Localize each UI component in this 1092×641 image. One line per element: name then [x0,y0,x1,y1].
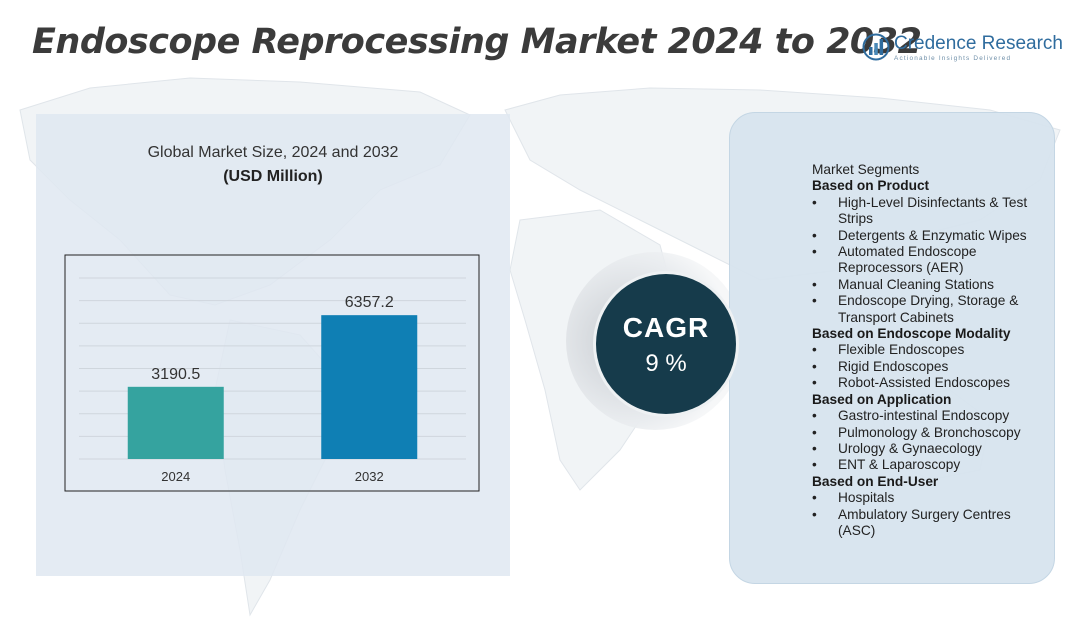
cagr-value: 9 % [645,350,687,377]
segments-list: Market Segments Based on Product • High-Le… [812,162,1048,539]
segment-item: • Automated Endoscope Reprocessors (AER) [812,244,1048,277]
segment-item-label: Ambulatory Surgery Centres (ASC) [838,506,1011,538]
cagr-label: CAGR [622,312,710,343]
segment-item: • Rigid Endoscopes [812,359,1048,375]
segment-item: • ENT & Laparoscopy [812,457,1048,473]
segment-item: • Hospitals [812,490,1048,506]
segment-item-label: Automated Endoscope Reprocessors (AER) [838,244,977,276]
logo-chart-icon [862,33,890,61]
logo-tagline: Actionable Insights Delivered [894,55,1012,62]
bar-2024 [127,386,224,459]
bullet-icon: • [812,244,817,260]
segment-group-title: Based on End-User [812,473,939,489]
segment-item: • Manual Cleaning Stations [812,277,1048,293]
bullet-icon: • [812,408,817,424]
credence-research-logo: Credence Research Actionable Insights De… [862,31,1063,65]
x-tick-label: 2032 [355,469,384,484]
bar-chart: 3190.5 2024 6357.2 2032 [64,254,480,492]
bullet-icon: • [812,375,817,391]
segment-item: • Ambulatory Surgery Centres (ASC) [812,507,1048,540]
segment-item: • Detergents & Enzymatic Wipes [812,228,1048,244]
bullet-icon: • [812,227,817,243]
segment-item: • Gastro-intestinal Endoscopy [812,408,1048,424]
segment-group-title: Based on Endoscope Modality [812,326,1011,342]
segment-item-label: Detergents & Enzymatic Wipes [838,227,1027,243]
bullet-icon: • [812,506,817,522]
segment-item-label: Hospitals [838,490,895,506]
chart-frame [64,254,480,492]
bullet-icon: • [812,440,817,456]
segment-item-label: High-Level Disinfectants & Test Strips [838,194,1028,227]
x-tick-label: 2024 [161,469,190,484]
bullet-icon: • [812,194,817,210]
bullet-icon: • [812,276,817,292]
segment-item: • Endoscope Drying, Storage & Transport C… [812,293,1048,326]
segment-item-label: Gastro-intestinal Endoscopy [838,408,1010,424]
segment-item: • Urology & Gynaecology [812,441,1048,457]
bullet-icon: • [812,457,817,473]
data-label-2024: 3190.5 [151,366,200,383]
segment-item-label: Manual Cleaning Stations [838,276,994,292]
segments-heading: Market Segments [812,162,920,177]
segment-item-label: Robot-Assisted Endoscopes [838,375,1010,391]
bullet-icon: • [812,424,817,440]
bar-2032 [321,315,418,459]
logo-name: Credence Research [894,33,1063,54]
segment-item-label: Rigid Endoscopes [838,358,949,374]
bullet-icon: • [812,293,817,309]
page-title: Endoscope Reprocessing Market 2024 to 20… [32,22,922,62]
segment-item-label: Flexible Endoscopes [838,342,965,358]
chart-title: Global Market Size, 2024 and 2032 [147,144,399,161]
segment-item: • High-Level Disinfectants & Test Strips [812,195,1048,228]
segment-item-label: ENT & Laparoscopy [838,457,961,473]
market-segments-panel: Market Segments Based on Product • High-Le… [729,112,1055,584]
segment-group-title: Based on Product [812,178,930,194]
segment-item-label: Pulmonology & Bronchoscopy [838,424,1021,440]
bullet-icon: • [812,490,817,506]
segment-item: • Robot-Assisted Endoscopes [812,375,1048,391]
market-size-panel: Global Market Size, 2024 and 2032 (USD M… [36,114,510,576]
data-label-2032: 6357.2 [345,294,394,311]
segment-item: • Flexible Endoscopes [812,342,1048,358]
chart-unit-label: (USD Million) [223,168,323,185]
cagr-badge: CAGR 9 % [596,274,736,414]
bullet-icon: • [812,358,817,374]
bullet-icon: • [812,342,817,358]
segment-item: • Pulmonology & Bronchoscopy [812,425,1048,441]
segment-group-title: Based on Application [812,391,952,407]
segment-item-label: Endoscope Drying, Storage & Transport Ca… [838,293,1019,325]
segment-item-label: Urology & Gynaecology [838,440,982,456]
